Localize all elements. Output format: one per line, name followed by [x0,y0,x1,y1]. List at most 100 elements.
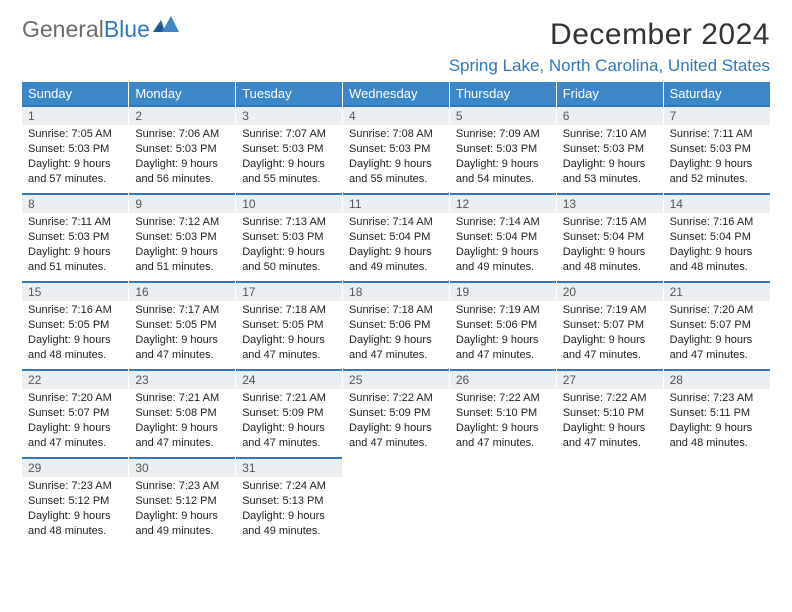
calendar-cell: 17Sunrise: 7:18 AMSunset: 5:05 PMDayligh… [236,281,343,369]
calendar-cell: 19Sunrise: 7:19 AMSunset: 5:06 PMDayligh… [449,281,556,369]
day-details: Sunrise: 7:19 AMSunset: 5:07 PMDaylight:… [557,301,663,366]
brand-word-2: Blue [104,18,150,41]
day-details: Sunrise: 7:23 AMSunset: 5:12 PMDaylight:… [22,477,128,542]
calendar-table: Sunday Monday Tuesday Wednesday Thursday… [22,82,770,545]
day-day2: and 47 minutes. [349,348,443,363]
day-number: 9 [129,193,235,213]
calendar-cell: 13Sunrise: 7:15 AMSunset: 5:04 PMDayligh… [556,193,663,281]
day-day1: Daylight: 9 hours [349,157,443,172]
day-details: Sunrise: 7:22 AMSunset: 5:10 PMDaylight:… [450,389,556,454]
day-day1: Daylight: 9 hours [242,245,336,260]
day-sunset: Sunset: 5:03 PM [135,142,229,157]
day-day2: and 47 minutes. [349,436,443,451]
calendar-cell: 29Sunrise: 7:23 AMSunset: 5:12 PMDayligh… [22,457,129,545]
day-sunset: Sunset: 5:03 PM [242,230,336,245]
day-sunrise: Sunrise: 7:15 AM [563,215,657,230]
calendar-row: 29Sunrise: 7:23 AMSunset: 5:12 PMDayligh… [22,457,770,545]
day-sunset: Sunset: 5:03 PM [242,142,336,157]
day-sunrise: Sunrise: 7:09 AM [456,127,550,142]
day-sunrise: Sunrise: 7:20 AM [670,303,764,318]
day-sunset: Sunset: 5:12 PM [28,494,122,509]
weekday-header: Monday [129,82,236,105]
day-day2: and 53 minutes. [563,172,657,187]
calendar-cell: 26Sunrise: 7:22 AMSunset: 5:10 PMDayligh… [449,369,556,457]
day-day1: Daylight: 9 hours [349,421,443,436]
day-number: 10 [236,193,342,213]
day-sunset: Sunset: 5:11 PM [670,406,764,421]
day-details: Sunrise: 7:18 AMSunset: 5:06 PMDaylight:… [343,301,449,366]
weekday-header: Wednesday [343,82,450,105]
day-day2: and 49 minutes. [456,260,550,275]
day-day1: Daylight: 9 hours [670,157,764,172]
day-day1: Daylight: 9 hours [456,333,550,348]
day-number: 17 [236,281,342,301]
day-day2: and 48 minutes. [28,524,122,539]
calendar-cell: 3Sunrise: 7:07 AMSunset: 5:03 PMDaylight… [236,105,343,193]
day-details: Sunrise: 7:19 AMSunset: 5:06 PMDaylight:… [450,301,556,366]
calendar-cell: 15Sunrise: 7:16 AMSunset: 5:05 PMDayligh… [22,281,129,369]
day-day2: and 47 minutes. [28,436,122,451]
calendar-cell: 16Sunrise: 7:17 AMSunset: 5:05 PMDayligh… [129,281,236,369]
day-details: Sunrise: 7:14 AMSunset: 5:04 PMDaylight:… [343,213,449,278]
day-sunrise: Sunrise: 7:05 AM [28,127,122,142]
day-sunset: Sunset: 5:08 PM [135,406,229,421]
day-number: 23 [129,369,235,389]
calendar-cell: 4Sunrise: 7:08 AMSunset: 5:03 PMDaylight… [343,105,450,193]
day-day1: Daylight: 9 hours [563,157,657,172]
day-sunrise: Sunrise: 7:19 AM [563,303,657,318]
day-sunset: Sunset: 5:07 PM [28,406,122,421]
day-sunset: Sunset: 5:07 PM [670,318,764,333]
day-number: 12 [450,193,556,213]
calendar-cell: 28Sunrise: 7:23 AMSunset: 5:11 PMDayligh… [663,369,770,457]
calendar-cell [663,457,770,545]
day-sunrise: Sunrise: 7:11 AM [670,127,764,142]
day-sunset: Sunset: 5:13 PM [242,494,336,509]
day-day2: and 47 minutes. [242,348,336,363]
day-details: Sunrise: 7:22 AMSunset: 5:09 PMDaylight:… [343,389,449,454]
weekday-header: Sunday [22,82,129,105]
day-details: Sunrise: 7:23 AMSunset: 5:11 PMDaylight:… [664,389,770,454]
calendar-cell: 1Sunrise: 7:05 AMSunset: 5:03 PMDaylight… [22,105,129,193]
day-day1: Daylight: 9 hours [28,509,122,524]
day-details: Sunrise: 7:17 AMSunset: 5:05 PMDaylight:… [129,301,235,366]
day-sunrise: Sunrise: 7:14 AM [456,215,550,230]
day-day1: Daylight: 9 hours [670,333,764,348]
day-sunrise: Sunrise: 7:06 AM [135,127,229,142]
flag-icon [153,15,179,38]
day-sunrise: Sunrise: 7:20 AM [28,391,122,406]
calendar-cell: 23Sunrise: 7:21 AMSunset: 5:08 PMDayligh… [129,369,236,457]
day-number: 19 [450,281,556,301]
day-details: Sunrise: 7:08 AMSunset: 5:03 PMDaylight:… [343,125,449,190]
calendar-cell: 5Sunrise: 7:09 AMSunset: 5:03 PMDaylight… [449,105,556,193]
day-day2: and 51 minutes. [28,260,122,275]
day-sunset: Sunset: 5:03 PM [349,142,443,157]
day-day2: and 47 minutes. [135,436,229,451]
day-sunrise: Sunrise: 7:17 AM [135,303,229,318]
day-sunset: Sunset: 5:05 PM [242,318,336,333]
day-day2: and 48 minutes. [670,436,764,451]
day-details: Sunrise: 7:24 AMSunset: 5:13 PMDaylight:… [236,477,342,542]
calendar-row: 22 Sunrise: 7:20 AMSunset: 5:07 PM Dayligh… [22,369,770,457]
day-number: 11 [343,193,449,213]
day-day1: Daylight: 9 hours [28,157,122,172]
day-number: 18 [343,281,449,301]
day-details: Sunrise: 7:18 AMSunset: 5:05 PMDaylight:… [236,301,342,366]
day-sunrise: Sunrise: 7:10 AM [563,127,657,142]
day-details: Sunrise: 7:13 AMSunset: 5:03 PMDaylight:… [236,213,342,278]
day-number: 25 [343,369,449,389]
day-number: 5 [450,105,556,125]
calendar-cell: 20Sunrise: 7:19 AMSunset: 5:07 PMDayligh… [556,281,663,369]
weekday-header-row: Sunday Monday Tuesday Wednesday Thursday… [22,82,770,105]
day-day1: Daylight: 9 hours [349,333,443,348]
day-sunrise: Sunrise: 7:16 AM [670,215,764,230]
day-number: 21 [664,281,770,301]
day-day1: Daylight: 9 hours [456,157,550,172]
day-sunset: Sunset: 5:07 PM [563,318,657,333]
day-number: 6 [557,105,663,125]
day-day2: and 48 minutes. [670,260,764,275]
brand-logo: GeneralBlue [22,18,179,41]
day-details: Sunrise: 7:07 AMSunset: 5:03 PMDaylight:… [236,125,342,190]
day-number: 22 [22,369,128,389]
day-day2: and 47 minutes. [670,348,764,363]
day-details: Sunrise: 7:11 AMSunset: 5:03 PMDaylight:… [664,125,770,190]
